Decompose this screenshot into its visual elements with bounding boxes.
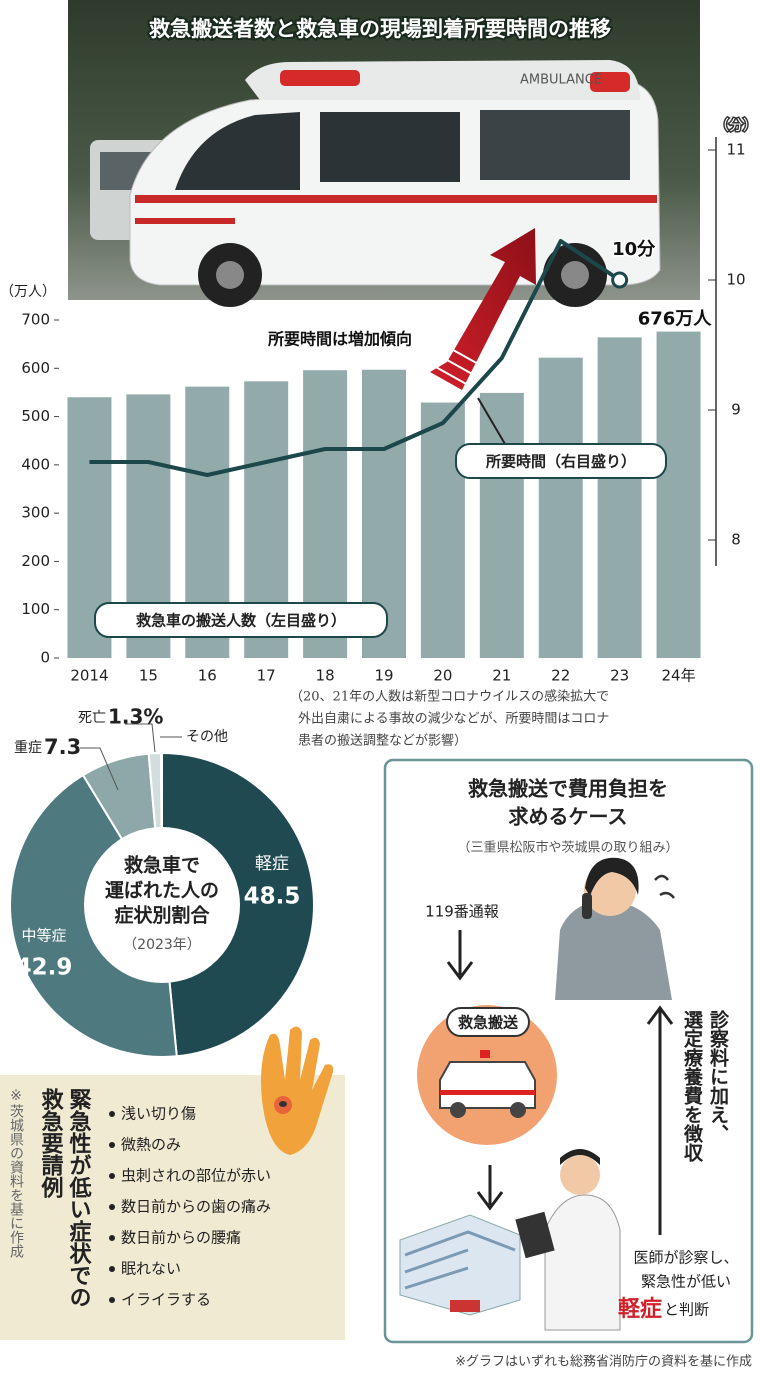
leader-line (477, 397, 506, 445)
pie-category-label: 軽症 (255, 854, 289, 874)
line-series (89, 239, 621, 477)
y-tick-label: 0 (40, 649, 50, 667)
x-tick-label: 20 (433, 667, 452, 685)
pie-subtitle: （2023年） (123, 937, 201, 953)
y2-axis-label: （分） (715, 118, 757, 134)
annotation: 所要時間は増加傾向 (267, 330, 412, 349)
value-label: 676万人 (638, 309, 713, 330)
examples-source: ※茨城県の資料を基に作成 (8, 1088, 24, 1259)
y2-tick-label: 10 (726, 271, 745, 289)
x-tick-label: 22 (551, 667, 570, 685)
line-endpoint (611, 271, 629, 289)
x-tick-label: 2014 (70, 667, 108, 685)
photo: AMBULANCE (68, 0, 700, 307)
series-name-box (455, 443, 667, 479)
leader-line (125, 723, 156, 753)
case-call: 119番通報 (425, 903, 499, 921)
bullet (109, 1173, 115, 1179)
case-diagnosis: 緊急性が低い (641, 1273, 731, 1291)
hand-icon (261, 1026, 334, 1155)
bar (597, 337, 642, 658)
svg-text:AMBULANCE: AMBULANCE (520, 73, 602, 88)
example-item: 数日前からの歯の痛み (121, 1198, 271, 1216)
bullet (109, 1297, 115, 1303)
y-tick-label: 300 (21, 504, 50, 522)
bar (420, 402, 465, 658)
pie-title: 運ばれた人の (105, 880, 219, 902)
chart-note: 外出自粛による事故の減少などが、所要時間はコロナ (298, 711, 609, 727)
y2-tick-label: 8 (731, 531, 741, 549)
example-item: 虫刺されの部位が赤い (121, 1167, 271, 1185)
page-title: 救急搬送者数と救急車の現場到着所要時間の推移 (149, 17, 611, 41)
x-tick-label: 19 (374, 667, 393, 685)
x-tick-label: 16 (198, 667, 217, 685)
example-item: 数日前からの腰痛 (121, 1229, 241, 1247)
transport-pill (446, 1007, 530, 1037)
x-tick-label: 21 (492, 667, 511, 685)
y-tick-label: 700 (21, 311, 50, 329)
bullet (109, 1142, 115, 1148)
x-tick-label: 17 (257, 667, 276, 685)
example-item: 微熱のみ (121, 1136, 181, 1154)
chart-note: （20、21年の人数は新型コロナウイルスの感染拡大で (290, 689, 609, 705)
bar (479, 392, 524, 658)
bullet (109, 1266, 115, 1272)
case-diagnosis: と判断 (664, 1301, 709, 1319)
y-tick-label: 200 (21, 552, 50, 570)
example-item: 眠れない (121, 1260, 181, 1278)
y-axis-label: （万人） (0, 284, 56, 300)
leader-line (80, 747, 119, 791)
bullet (109, 1111, 115, 1117)
bullet (109, 1235, 115, 1241)
y-tick-label: 600 (21, 359, 50, 377)
donut-hole (84, 827, 240, 983)
bullet (109, 1204, 115, 1210)
examples-title: 緊急性が低い症状での (66, 1088, 93, 1308)
example-item: 浅い切り傷 (121, 1105, 196, 1123)
y-tick-label: 500 (21, 407, 50, 425)
pie-value-label: 1.3% (108, 705, 163, 729)
y-tick-label: 100 (21, 600, 50, 618)
example-item: イライラする (121, 1291, 211, 1309)
case-fee: 選定療養費を徴収 (681, 1010, 704, 1163)
pie-category-label: その他 (186, 729, 228, 745)
legend-label: 所要時間（右目盛り） (485, 453, 636, 471)
legend-label: 救急車の搬送人数（左目盛り） (136, 612, 346, 630)
pie-value-label: 7.3 (44, 735, 81, 759)
y-tick-label: 400 (21, 455, 50, 473)
bar (656, 331, 701, 658)
pie-title: 症状別割合 (114, 904, 210, 927)
x-tick-label: 18 (316, 667, 335, 685)
case-title: 求めるケース (509, 805, 628, 829)
cost-case-illustrations (399, 857, 675, 1331)
pie-title: 救急車で (124, 854, 200, 877)
trend-arrow (427, 228, 536, 396)
x-tick-label: 15 (139, 667, 158, 685)
case-transport: 救急搬送 (458, 1014, 518, 1032)
bar (538, 357, 583, 658)
pie-category-label: 重症 (14, 740, 42, 756)
pie-category-label: 中等症 (21, 927, 66, 945)
examples-title: 救急要請例 (38, 1087, 65, 1199)
value-label: 10分 (612, 239, 656, 260)
case-fee: 診察料に加え、 (707, 1009, 730, 1143)
series-name-box (94, 602, 388, 638)
y2-tick-label: 11 (726, 141, 745, 159)
footer-note: ※グラフはいずれも総務省消防庁の資料を基に作成 (455, 1354, 752, 1370)
chart-note: 患者の搬送調整などが影響） (298, 734, 467, 749)
pie-category-label: 死亡 (78, 710, 106, 726)
x-tick-label: 23 (610, 667, 629, 685)
case-diagnosis-keyword: 軽症 (618, 1296, 662, 1322)
case-subtitle: （三重県松阪市や茨城県の取り組み） (457, 840, 678, 856)
y2-tick-label: 9 (731, 401, 741, 419)
case-title: 救急搬送で費用負担を (468, 777, 668, 801)
case-diagnosis: 医師が診察し、 (633, 1249, 738, 1267)
x-tick-label: 24年 (661, 667, 695, 685)
pie-value-label: 42.9 (16, 955, 73, 981)
pie-value-label: 48.5 (244, 884, 301, 910)
